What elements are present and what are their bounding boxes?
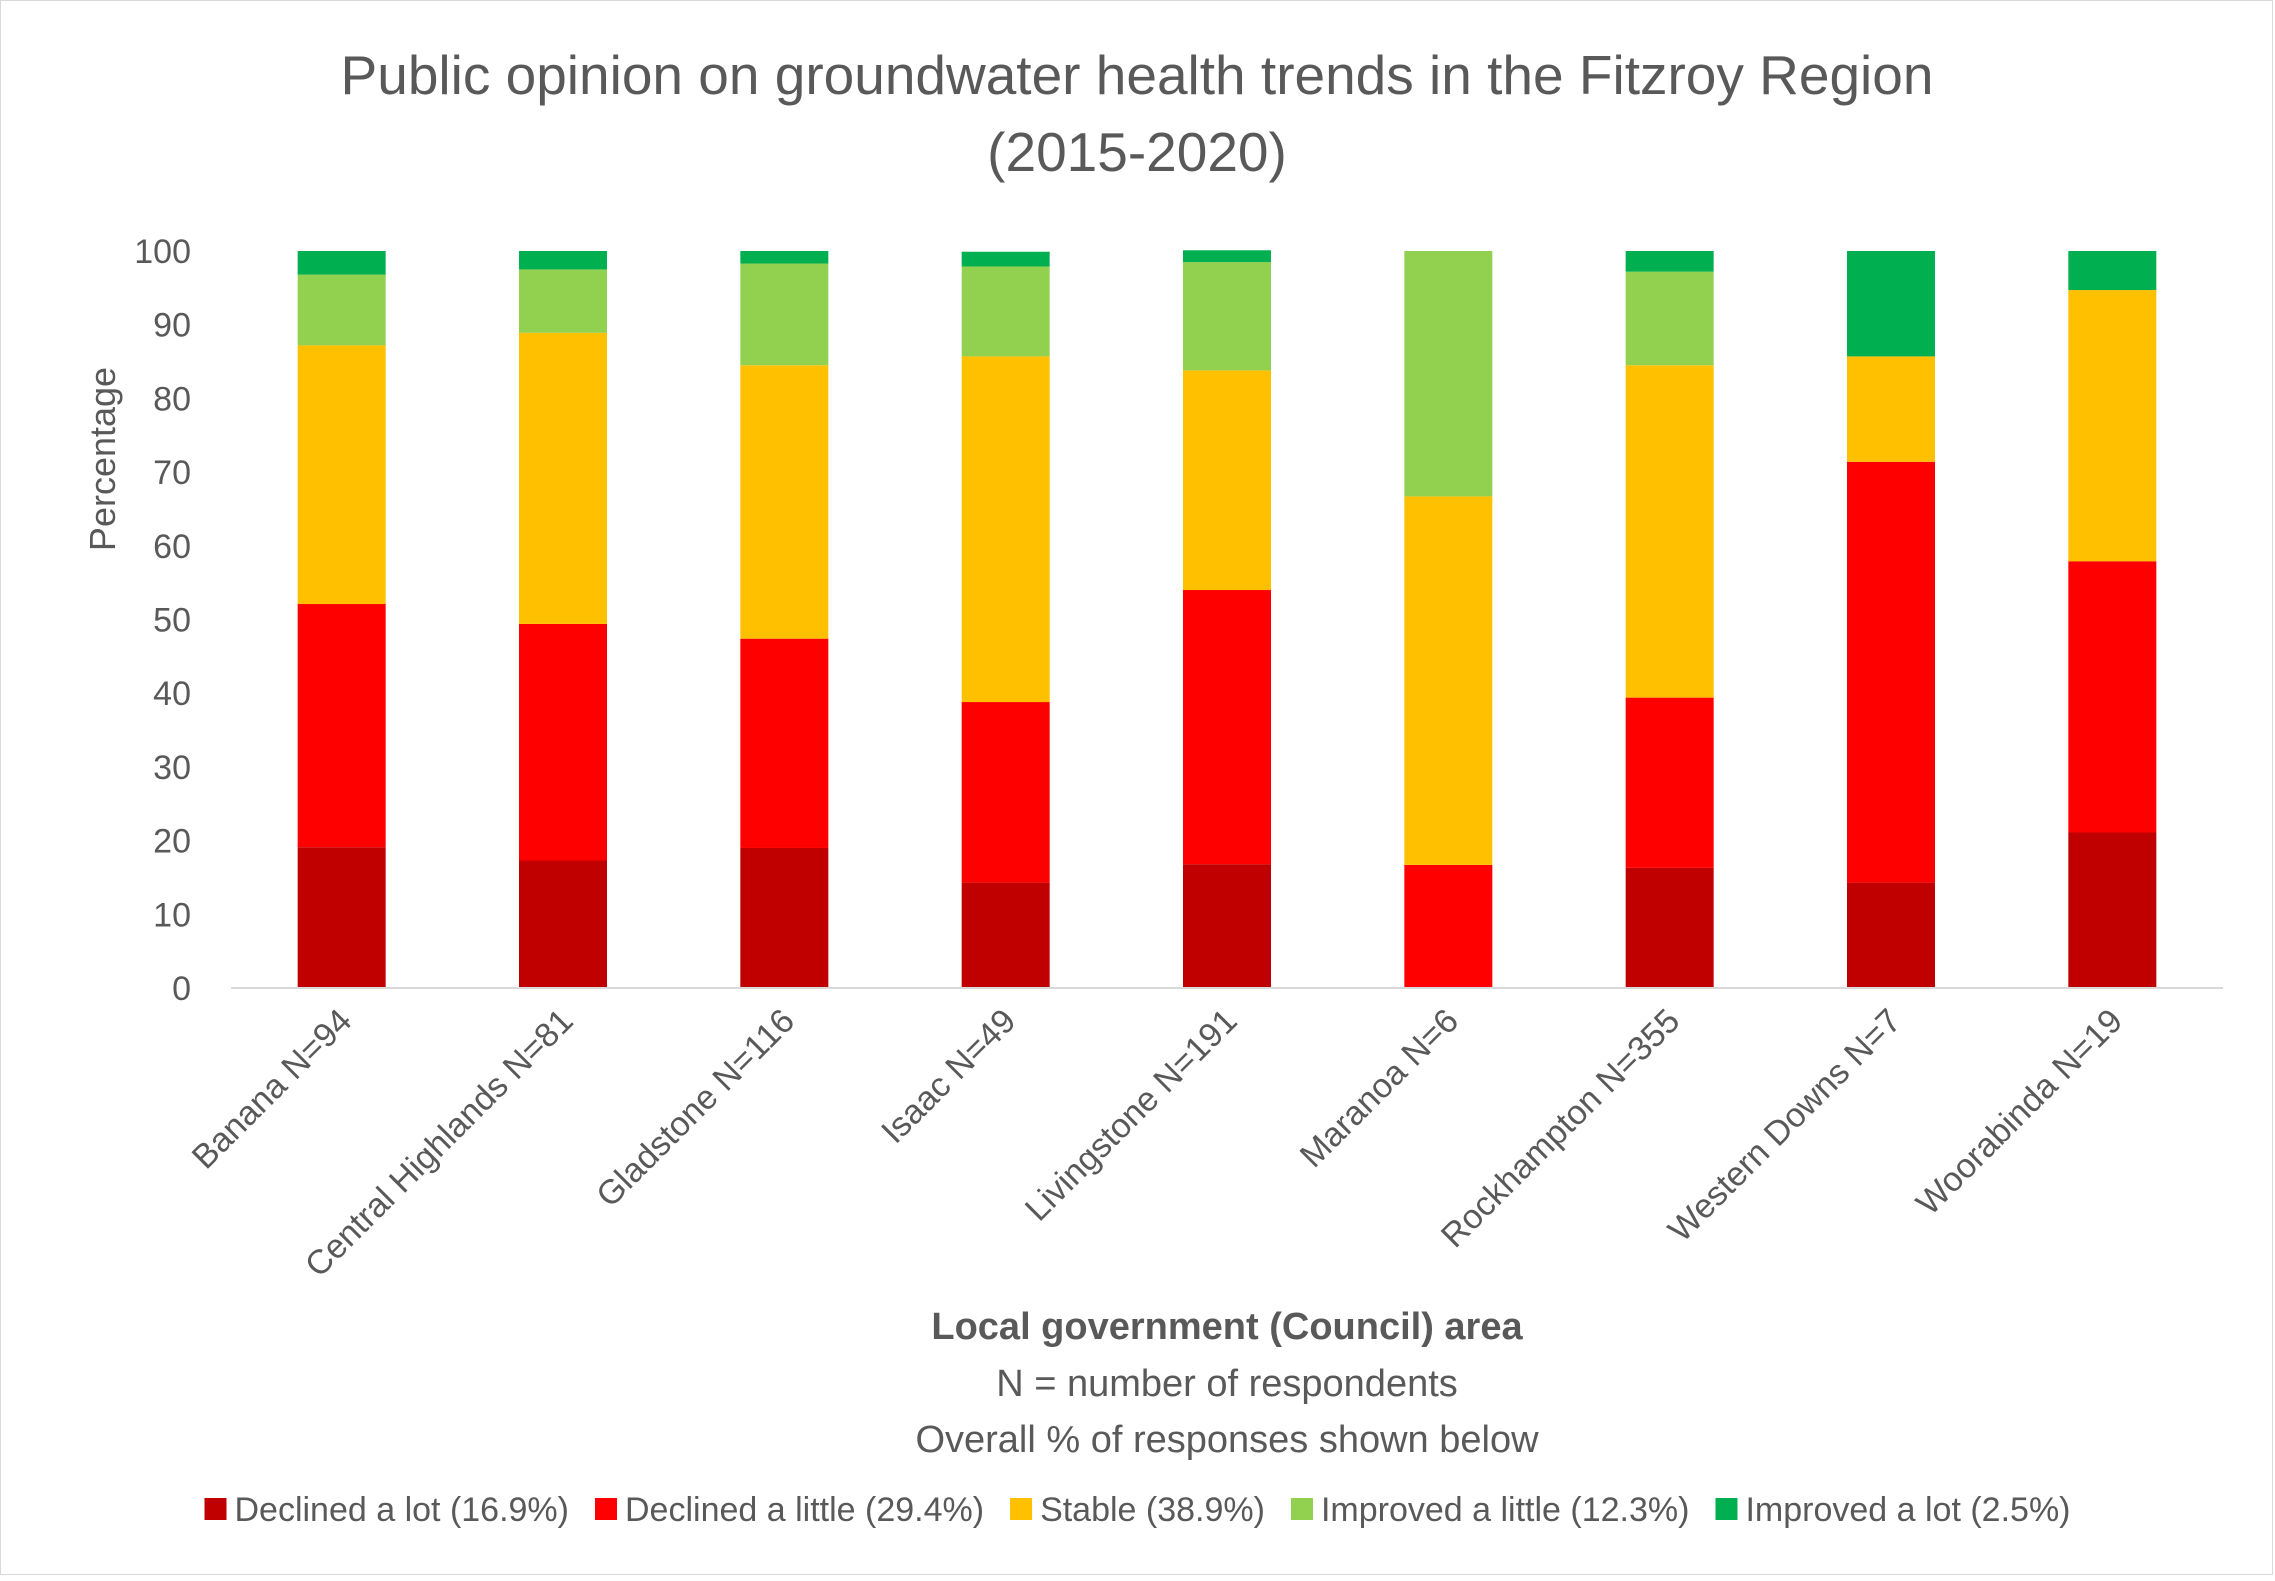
y-tick-label: 60	[153, 528, 191, 566]
y-tick-label: 70	[153, 454, 191, 492]
chart-title: Public opinion on groundwater health tre…	[341, 44, 1934, 183]
bar-segment	[1625, 697, 1714, 868]
x-axis-label-note: N = number of respondents	[996, 1363, 1458, 1405]
y-tick-label: 0	[172, 970, 191, 1008]
bar-segment	[740, 251, 829, 264]
bar-segment	[961, 251, 1050, 267]
bar-segment	[1625, 251, 1714, 272]
bar-segment	[1183, 262, 1271, 371]
x-tick-label: Gladstone N=116	[589, 1002, 802, 1215]
bar-segment	[961, 702, 1050, 883]
x-tick-label: Maranoa N=6	[1293, 1002, 1466, 1175]
bar-segment	[519, 251, 607, 270]
bar-segment	[961, 356, 1050, 703]
x-tick-label: Rockhampton N=355	[1434, 1002, 1687, 1255]
x-tick-label: Banana N=94	[185, 1002, 360, 1177]
y-tick-label: 10	[153, 896, 191, 934]
bar-segment	[297, 847, 386, 988]
bar-segment	[1183, 590, 1271, 865]
bar-segment	[519, 332, 607, 624]
x-tick-label: Isaac N=49	[874, 1002, 1023, 1151]
x-axis-label-overall: Overall % of responses shown below	[915, 1419, 1539, 1461]
x-axis-title: Local government (Council) area N = numb…	[915, 1306, 1539, 1461]
bar-segment	[519, 623, 607, 861]
legend: Declined a lot (16.9%) Declined a little …	[204, 1491, 2071, 1529]
y-tick-label: 20	[153, 823, 191, 861]
chart-title-line-1: Public opinion on groundwater health tre…	[341, 44, 1934, 106]
bar-segment	[297, 274, 386, 346]
bar-segment	[961, 882, 1050, 988]
bar-segment	[1847, 356, 1935, 462]
x-tick-label: Livingstone N=191	[1018, 1002, 1245, 1229]
bar-segment	[1847, 882, 1935, 988]
bar-segment	[2068, 561, 2157, 833]
y-axis-label: Percentage	[82, 367, 123, 551]
legend-swatch	[1290, 1498, 1313, 1520]
legend-label: Declined a lot (16.9%)	[234, 1491, 569, 1529]
bar-segment	[519, 860, 607, 988]
y-tick-label: 50	[153, 602, 191, 640]
bar-segment	[2068, 251, 2157, 291]
legend-label: Improved a lot (2.5%)	[1745, 1491, 2070, 1529]
bar-segment	[740, 365, 829, 639]
x-tick-label: Western Downs N=7	[1661, 1002, 1909, 1250]
y-tick-label: 100	[134, 233, 191, 271]
bar-segment	[1404, 864, 1493, 988]
bar-segment	[1625, 867, 1714, 988]
y-tick-label: 40	[153, 675, 191, 713]
bar-segment	[297, 604, 386, 848]
bar-segment	[297, 345, 386, 605]
legend-swatch	[1715, 1498, 1738, 1520]
bar-segment	[740, 263, 829, 366]
x-tick-label: Woorabinda N=19	[1909, 1002, 2130, 1223]
bars	[297, 250, 2157, 988]
bar-segment	[2068, 290, 2157, 562]
bar-segment	[519, 269, 607, 333]
bar-segment	[740, 847, 829, 988]
y-axis-ticks: 0 10 20 30 40 50 60 70 80 90 100	[134, 233, 191, 1008]
bar-segment	[297, 251, 386, 275]
bar-segment	[1847, 251, 1935, 357]
legend-swatch	[595, 1498, 618, 1520]
bar-segment	[1847, 461, 1935, 883]
chart-title-line-2: (2015-2020)	[987, 121, 1287, 183]
y-tick-label: 30	[153, 749, 191, 787]
bar-segment	[1625, 271, 1714, 366]
legend-label: Stable (38.9%)	[1040, 1491, 1265, 1529]
bar-segment	[740, 638, 829, 848]
bar-segment	[1625, 365, 1714, 698]
bar-segment	[1404, 496, 1493, 865]
bar-segment	[1183, 250, 1271, 263]
bar-segment	[1183, 370, 1271, 591]
legend-label: Improved a little (12.3%)	[1321, 1491, 1690, 1529]
y-tick-label: 90	[153, 307, 191, 345]
bar-segment	[1404, 251, 1493, 497]
bar-segment	[2068, 832, 2157, 988]
x-axis-label-title: Local government (Council) area	[931, 1306, 1523, 1348]
legend-swatch	[204, 1498, 227, 1520]
legend-swatch	[1010, 1498, 1033, 1520]
bar-segment	[1183, 864, 1271, 988]
y-tick-label: 80	[153, 380, 191, 418]
legend-label: Declined a little (29.4%)	[625, 1491, 984, 1529]
bar-segment	[961, 266, 1050, 357]
